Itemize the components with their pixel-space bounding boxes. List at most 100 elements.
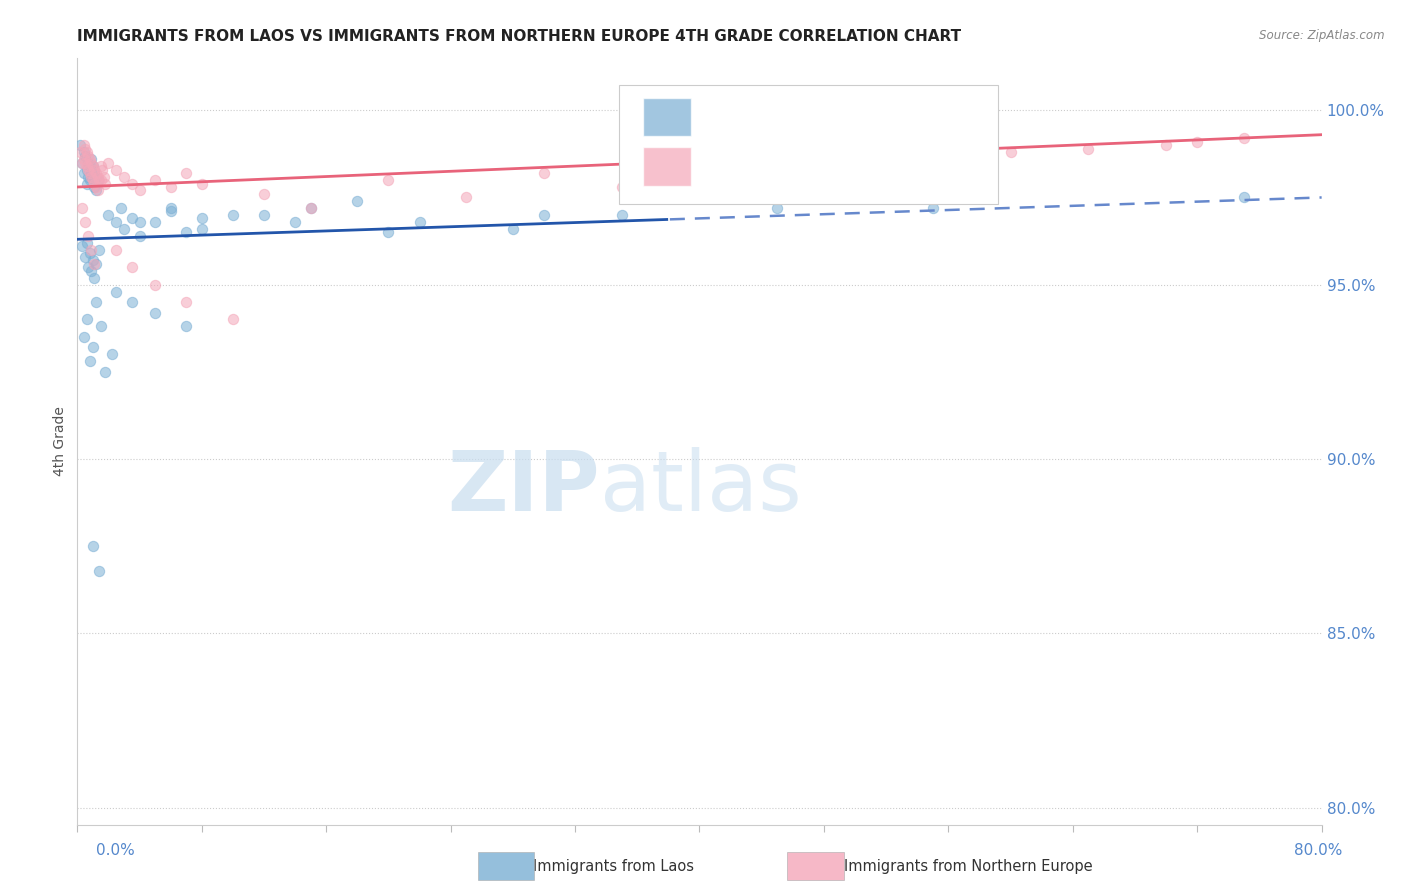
Point <box>174 166 197 180</box>
Point <box>84 295 107 310</box>
Point <box>94 177 117 191</box>
Point <box>143 215 166 229</box>
Point <box>86 173 108 187</box>
Point <box>159 204 181 219</box>
Point <box>610 208 633 222</box>
Point <box>408 215 430 229</box>
Point <box>80 152 103 166</box>
Point <box>128 215 150 229</box>
Point <box>143 173 166 187</box>
Point <box>190 177 214 191</box>
Point <box>190 211 214 226</box>
Text: R = 0.040   N = 73: R = 0.040 N = 73 <box>703 104 883 122</box>
Point <box>72 138 94 153</box>
Point <box>1154 138 1177 153</box>
Point <box>91 162 114 177</box>
Point <box>1185 135 1208 149</box>
Text: Immigrants from Laos: Immigrants from Laos <box>533 859 695 873</box>
Point <box>72 152 94 166</box>
Point <box>94 365 117 379</box>
Y-axis label: 4th Grade: 4th Grade <box>53 407 67 476</box>
Point <box>121 260 143 275</box>
Point <box>84 166 107 180</box>
Point <box>69 145 91 160</box>
Point <box>77 162 100 177</box>
Point <box>97 208 120 222</box>
Point <box>76 159 98 173</box>
Text: R =  0.128   N = 69: R = 0.128 N = 69 <box>703 158 893 176</box>
Point <box>80 263 103 277</box>
Point <box>70 239 93 253</box>
Point <box>1233 190 1256 204</box>
Text: Immigrants from Northern Europe: Immigrants from Northern Europe <box>844 859 1092 873</box>
Point <box>82 173 104 187</box>
Point <box>377 225 399 239</box>
Point <box>84 169 107 184</box>
Point <box>83 270 105 285</box>
Point <box>190 222 214 236</box>
Point <box>72 330 94 344</box>
Point <box>82 340 104 354</box>
Point <box>82 253 104 268</box>
Point <box>93 169 115 184</box>
Point <box>79 152 101 166</box>
Point <box>105 162 128 177</box>
Point <box>75 155 97 169</box>
Point <box>253 208 276 222</box>
Point <box>90 319 112 334</box>
Point <box>610 180 633 194</box>
Point <box>533 166 555 180</box>
Text: IMMIGRANTS FROM LAOS VS IMMIGRANTS FROM NORTHERN EUROPE 4TH GRADE CORRELATION CH: IMMIGRANTS FROM LAOS VS IMMIGRANTS FROM … <box>77 29 962 45</box>
Point <box>105 243 128 257</box>
Point <box>76 145 98 160</box>
Point <box>86 169 108 184</box>
Point <box>533 208 555 222</box>
FancyBboxPatch shape <box>644 147 690 186</box>
Point <box>766 169 789 184</box>
Point <box>121 295 143 310</box>
Point <box>105 215 128 229</box>
Point <box>72 166 94 180</box>
Point <box>346 194 368 208</box>
Point <box>70 201 93 215</box>
Point <box>222 312 245 326</box>
Point <box>174 319 197 334</box>
Text: Source: ZipAtlas.com: Source: ZipAtlas.com <box>1260 29 1385 43</box>
Point <box>72 145 94 160</box>
Text: atlas: atlas <box>600 447 801 528</box>
Point <box>253 186 276 201</box>
Point <box>77 260 100 275</box>
Point <box>1077 142 1099 156</box>
Point <box>689 159 711 173</box>
Point <box>80 155 103 169</box>
Point <box>77 155 100 169</box>
Text: 0.0%: 0.0% <box>96 843 135 858</box>
Point <box>77 148 100 162</box>
Point <box>84 180 107 194</box>
Point <box>83 177 105 191</box>
Point <box>84 184 107 198</box>
Point <box>87 564 110 578</box>
Point <box>143 305 166 319</box>
Point <box>299 201 322 215</box>
Point <box>83 257 105 271</box>
Point <box>83 162 105 177</box>
Point <box>284 215 307 229</box>
Point <box>112 169 135 184</box>
Point <box>82 539 104 553</box>
Point <box>87 173 110 187</box>
Point <box>766 201 789 215</box>
Point <box>159 180 181 194</box>
Point <box>456 190 478 204</box>
Point <box>174 295 197 310</box>
Point <box>82 173 104 187</box>
FancyBboxPatch shape <box>619 85 998 203</box>
Point <box>159 201 181 215</box>
Text: ZIP: ZIP <box>447 447 600 528</box>
Point <box>121 177 143 191</box>
Point <box>80 166 103 180</box>
Point <box>90 159 112 173</box>
Point <box>112 222 135 236</box>
Point <box>79 246 101 260</box>
Point <box>87 243 110 257</box>
